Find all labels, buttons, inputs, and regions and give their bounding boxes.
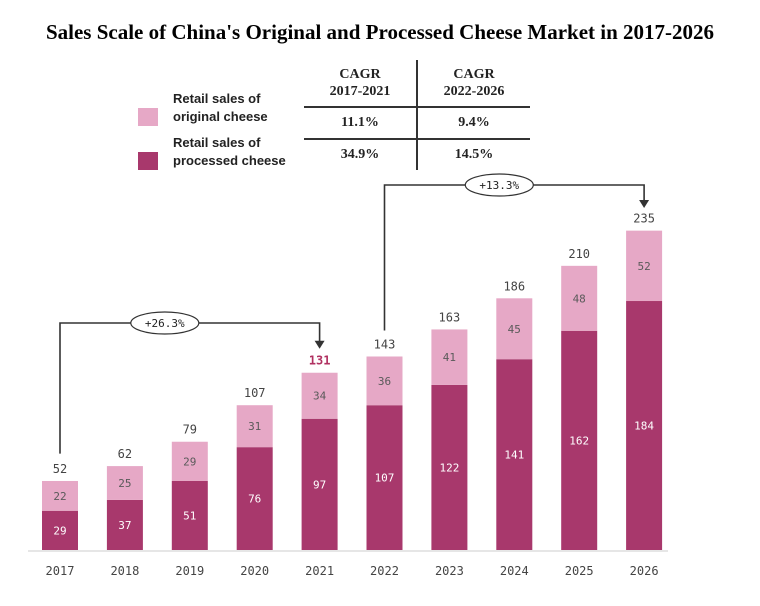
cagr-cell: 11.1% <box>304 107 418 140</box>
bar-processed <box>236 447 273 550</box>
data-label-processed: 162 <box>569 434 589 447</box>
legend-label-original-line1: Retail sales of <box>173 91 261 106</box>
cagr-header-1-line1: CAGR <box>339 67 381 82</box>
bar-original <box>106 466 143 500</box>
data-label-original: 41 <box>443 351 456 364</box>
data-label-original: 52 <box>637 260 650 273</box>
bar-original <box>626 230 663 302</box>
data-label-total: 163 <box>439 310 461 324</box>
data-label-original: 29 <box>183 455 196 468</box>
legend-label-processed-line1: Retail sales of <box>173 135 261 150</box>
cagr-header-1: CAGR 2017-2021 <box>304 60 418 108</box>
bar-original <box>431 329 468 385</box>
cagr-header-2: CAGR 2022-2026 <box>417 60 530 108</box>
growth-label-oval <box>464 173 534 197</box>
bar-processed <box>561 330 598 550</box>
data-label-processed: 51 <box>183 509 196 522</box>
legend-label-original-line2: original cheese <box>173 109 268 124</box>
bar-processed <box>301 418 338 550</box>
bar-original <box>236 405 273 448</box>
x-tick-label: 2020 <box>240 564 269 578</box>
data-label-total: 107 <box>244 386 266 400</box>
data-label-processed: 141 <box>504 449 524 462</box>
data-label-total: 131 <box>309 354 331 368</box>
legend-swatch-original <box>138 108 158 126</box>
x-tick-label: 2025 <box>565 564 594 578</box>
growth-label: +26.3% <box>145 317 185 330</box>
cagr-row-processed: 34.9% 14.5% <box>304 139 530 170</box>
cagr-header-1-line2: 2017-2021 <box>329 84 391 99</box>
cagr-header-2-line2: 2022-2026 <box>443 84 505 99</box>
bar-original <box>171 441 208 481</box>
cagr-row-original: 11.1% 9.4% <box>304 107 530 140</box>
data-label-original: 22 <box>53 490 66 503</box>
data-label-original: 45 <box>508 323 521 336</box>
data-label-total: 186 <box>503 279 525 293</box>
x-tick-label: 2024 <box>500 564 529 578</box>
bar-processed <box>366 405 403 550</box>
bar-original <box>496 298 533 360</box>
cagr-cell: 9.4% <box>417 107 530 140</box>
bar-original <box>42 480 78 511</box>
bar-processed <box>496 359 533 550</box>
bar-processed <box>106 499 143 550</box>
bar-processed <box>626 301 663 550</box>
bar-original <box>301 372 338 419</box>
bar-original <box>366 356 403 406</box>
data-label-total: 79 <box>183 423 197 437</box>
bar-original <box>561 265 598 331</box>
data-label-processed: 37 <box>118 519 131 532</box>
data-label-processed: 29 <box>53 524 66 537</box>
legend-swatch-processed <box>138 152 158 170</box>
cagr-header-row: CAGR 2017-2021 CAGR 2022-2026 <box>304 60 530 108</box>
x-tick-label: 2021 <box>305 564 334 578</box>
chart-title: Sales Scale of China's Original and Proc… <box>45 20 715 44</box>
growth-label: +13.3% <box>479 179 519 192</box>
data-label-original: 31 <box>248 420 261 433</box>
data-label-processed: 107 <box>375 472 395 485</box>
bar-processed <box>431 384 468 550</box>
x-tick-label: 2018 <box>110 564 139 578</box>
x-tick-label: 2019 <box>175 564 204 578</box>
cagr-table: CAGR 2017-2021 CAGR 2022-2026 11.1% 9.4%… <box>304 60 530 170</box>
growth-arrowhead <box>314 340 325 349</box>
legend-label-original: Retail sales of original cheese <box>173 90 323 126</box>
data-label-processed: 97 <box>313 478 326 491</box>
data-label-total: 62 <box>118 447 132 461</box>
data-label-total: 52 <box>53 462 67 476</box>
legend-label-processed: Retail sales of processed cheese <box>173 134 323 170</box>
growth-arrowhead <box>639 200 650 208</box>
cagr-cell: 34.9% <box>304 139 418 170</box>
data-label-original: 25 <box>118 477 131 490</box>
bar-processed <box>171 480 208 550</box>
cagr-header-2-line1: CAGR <box>453 67 495 82</box>
cagr-cell: 14.5% <box>454 147 494 162</box>
x-tick-label: 2022 <box>370 564 399 578</box>
data-label-total: 235 <box>633 212 655 226</box>
data-label-processed: 76 <box>248 493 261 506</box>
bar-processed <box>42 510 78 550</box>
x-tick-label: 2023 <box>435 564 464 578</box>
legend-label-processed-line2: processed cheese <box>173 153 286 168</box>
data-label-original: 36 <box>378 375 391 388</box>
data-label-original: 34 <box>313 390 327 403</box>
data-label-total: 210 <box>568 247 590 261</box>
data-label-processed: 184 <box>634 420 654 433</box>
data-label-original: 48 <box>573 292 586 305</box>
growth-label-oval <box>130 311 200 335</box>
data-label-processed: 122 <box>439 461 459 474</box>
x-tick-label: 2017 <box>46 564 75 578</box>
x-tick-label: 2026 <box>630 564 659 578</box>
data-label-total: 143 <box>374 337 396 351</box>
